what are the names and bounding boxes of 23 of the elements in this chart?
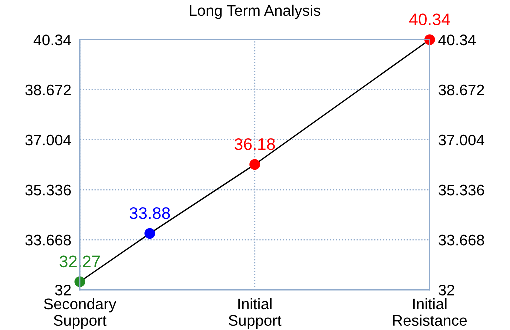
y2-tick-label: 33.668 xyxy=(438,234,484,246)
y2-tick-label: 32 xyxy=(438,284,454,296)
y-tick-label: 32 xyxy=(55,284,71,296)
y-tick-label: 35.336 xyxy=(26,184,72,196)
y2-tick-label: 40.34 xyxy=(438,34,476,46)
y-tick-label: 40.34 xyxy=(34,34,72,46)
x-tick-label: Secondary Support xyxy=(44,298,117,330)
y2-tick-label: 37.004 xyxy=(438,134,485,146)
y-tick-label: 33.668 xyxy=(26,234,72,246)
y-tick-label: 37.004 xyxy=(26,134,72,146)
data-label: 40.34 xyxy=(409,14,450,26)
x-tick-label: Initial Support xyxy=(228,298,282,330)
point xyxy=(250,159,260,170)
data-label: 32.27 xyxy=(60,256,100,268)
y2-tick-label: 38.672 xyxy=(438,84,484,96)
point xyxy=(74,276,86,288)
y2-tick-label: 35.336 xyxy=(438,184,484,196)
data-label: 36.18 xyxy=(234,138,276,150)
data-label: 33.88 xyxy=(130,207,170,220)
x-tick-label: Initial Resistance xyxy=(393,298,468,326)
y-tick-label: 38.672 xyxy=(26,84,71,96)
chart-title: Long Term Analysis xyxy=(190,4,321,20)
point xyxy=(144,228,156,240)
